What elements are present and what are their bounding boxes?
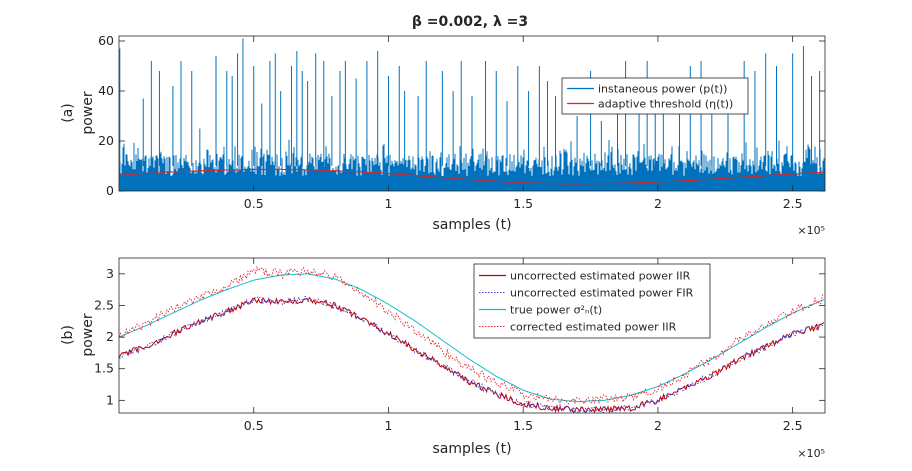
panel-b-data [119, 265, 825, 413]
y-tick-label: 40 [98, 83, 114, 98]
y-tick-label: 1 [106, 392, 114, 407]
corrected-iir-line [119, 265, 825, 407]
panel-b-legend: uncorrected estimated power IIR uncorrect… [473, 263, 711, 339]
panel-b-axes: 0.5 1 1.5 2 2.5 1 1.5 2 2.5 3 [94, 257, 826, 433]
uncorrected-fir-line [119, 295, 825, 413]
y-tick-label: 1.5 [94, 361, 114, 376]
panel-a-data [119, 38, 825, 191]
y-tick-label: 3 [106, 266, 114, 281]
legend-entry: instaneous power (p(t)) [598, 83, 727, 96]
x-tick-label: 1 [384, 196, 392, 211]
figure-title: β =0.002, λ =3 [412, 14, 528, 30]
legend-entry: adaptive threshold (η(t)) [598, 98, 733, 111]
panel-a-ylabel: power [80, 91, 96, 135]
instantaneous-power-noise [119, 139, 825, 191]
panel-a-label: (a) [60, 103, 76, 123]
y-tick-label: 0 [106, 183, 114, 198]
x-tick-label: 0.5 [244, 196, 264, 211]
figure-title-group: β =0.002, λ =3 [412, 14, 528, 30]
y-tick-label: 2 [106, 329, 114, 344]
x-tick-label: 1.5 [513, 418, 533, 433]
legend-entry: uncorrected estimated power IIR [510, 270, 691, 283]
panel-a-legend: instaneous power (p(t)) adaptive threshol… [561, 77, 749, 115]
true-power-line [119, 273, 825, 403]
panel-a-exponent: ×10⁵ [797, 224, 825, 237]
x-tick-label: 2 [654, 196, 662, 211]
legend-entry: corrected estimated power IIR [510, 321, 677, 334]
x-tick-label: 2.5 [783, 196, 803, 211]
panel-b: 0.5 1 1.5 2 2.5 1 1.5 2 2.5 3 samples (t) ×10⁵ (b… [60, 257, 826, 460]
panel-a-xlabel: samples (t) [432, 217, 511, 233]
x-tick-label: 0.5 [244, 418, 264, 433]
x-tick-label: 1.5 [513, 196, 533, 211]
legend-entry: uncorrected estimated power FIR [510, 287, 694, 300]
legend-box [473, 263, 711, 339]
x-tick-label: 2.5 [783, 418, 803, 433]
legend-box [561, 77, 749, 115]
x-tick-label: 1 [384, 418, 392, 433]
adaptive-threshold-line [119, 168, 825, 185]
panel-b-ylabel: power [80, 313, 96, 357]
uncorrected-iir-line [119, 296, 825, 413]
x-tick-label: 2 [654, 418, 662, 433]
y-tick-label: 60 [98, 33, 114, 48]
legend-entry: true power σ²ₙ(t) [510, 304, 602, 317]
panel-b-xlabel: samples (t) [432, 441, 511, 457]
y-tick-label: 2.5 [94, 297, 114, 312]
panel-b-label: (b) [60, 325, 76, 345]
axes-box [118, 35, 826, 192]
panel-b-exponent: ×10⁵ [797, 447, 825, 460]
panel-b-plot-area [119, 258, 825, 413]
axes-box [118, 257, 826, 414]
panel-a-axes: 0.5 1 1.5 2 2.5 0 20 40 60 [98, 33, 826, 211]
y-tick-label: 20 [98, 133, 114, 148]
